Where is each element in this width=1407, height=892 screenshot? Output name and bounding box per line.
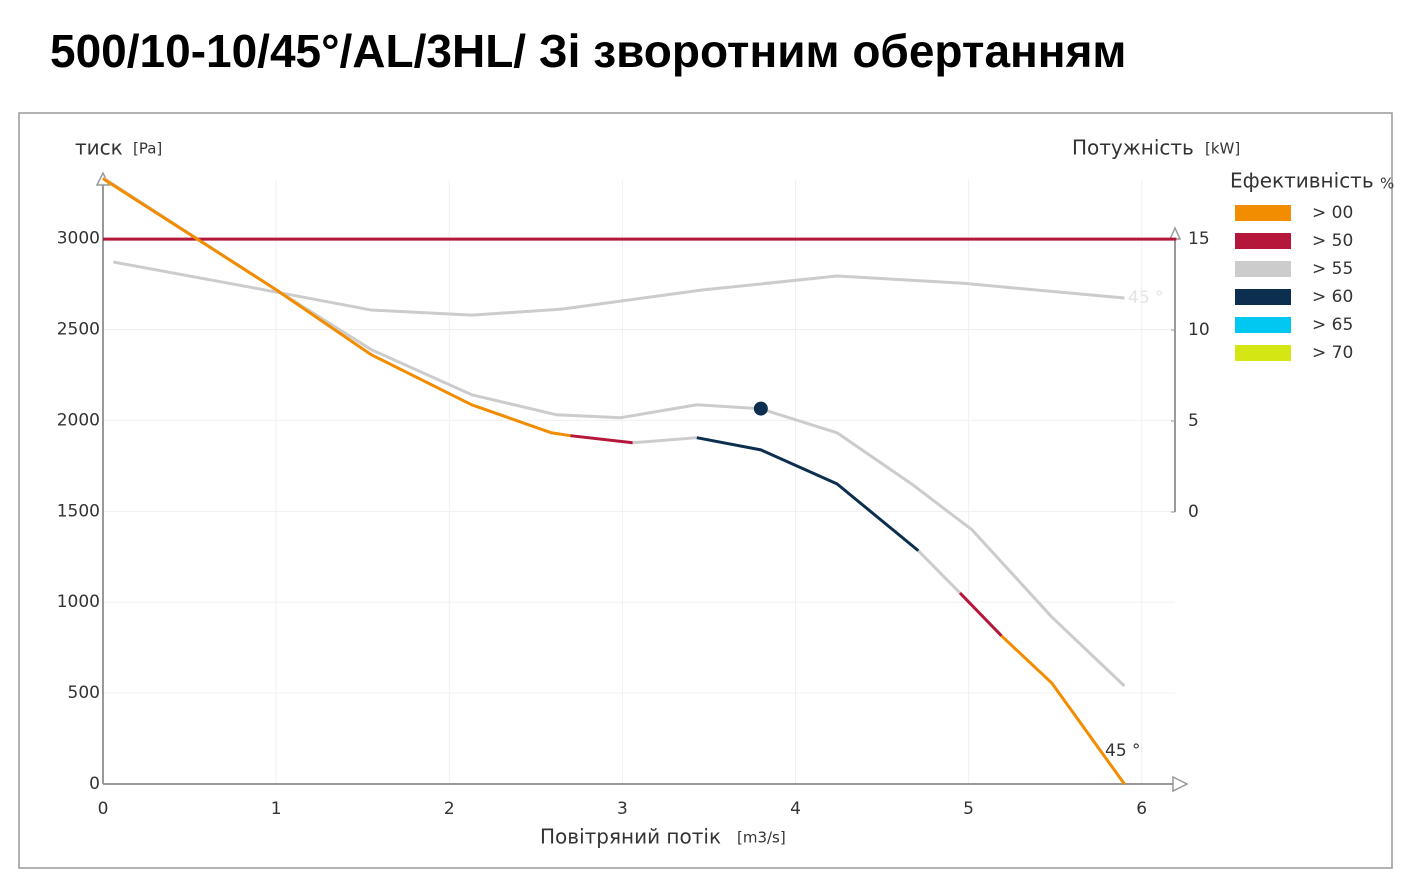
series-line [570, 434, 633, 445]
legend-label: > 50 [1312, 231, 1353, 251]
series-line [1000, 634, 1126, 785]
legend-swatch [1235, 205, 1291, 221]
y2-axis-unit: [kW] [1205, 140, 1240, 158]
series-line [696, 436, 920, 552]
x-tick-label: 5 [963, 799, 974, 819]
y2-tick-label: 10 [1188, 320, 1210, 340]
series-line [632, 436, 697, 445]
chart-title: 500/10-10/45°/AL/3HL/ Зі зворотним оберт… [50, 25, 1126, 77]
x-tick-label: 6 [1136, 799, 1147, 819]
y-tick-label: 3000 [57, 229, 100, 249]
annotation: 45 ° [1105, 741, 1141, 761]
legend-swatch [1235, 289, 1291, 305]
x-axis-unit: [m3/s] [737, 829, 786, 847]
legend-title: Ефективність [1230, 169, 1374, 193]
operating-point [753, 401, 768, 416]
series-line [113, 260, 1125, 317]
y2-tick-label: 5 [1188, 411, 1199, 431]
x-tick-label: 0 [98, 799, 109, 819]
y-tick-label: 1000 [57, 592, 100, 612]
annotation: 45 ° [1128, 288, 1164, 308]
legend-swatch [1235, 233, 1291, 249]
x-tick-label: 2 [444, 799, 455, 819]
y2-tick-label: 0 [1188, 502, 1199, 522]
series-line [102, 176, 1126, 688]
y-axis-label: тиск [75, 136, 123, 160]
y-tick-label: 2000 [57, 410, 100, 430]
y2-axis-arrow [1168, 226, 1182, 240]
legend-swatch [1235, 317, 1291, 333]
x-axis-label: Повітряний потік [540, 825, 721, 849]
series-line [917, 549, 962, 594]
x-axis-arrow [1172, 775, 1189, 793]
y-tick-label: 2500 [57, 320, 100, 340]
x-tick-label: 4 [790, 799, 801, 819]
legend-label: > 00 [1312, 203, 1353, 223]
legend-label: > 55 [1312, 259, 1353, 279]
y-axis-unit: [Pa] [133, 140, 162, 158]
series-line [102, 177, 571, 438]
legend-label: > 70 [1312, 343, 1353, 363]
y-tick-label: 500 [68, 683, 100, 703]
legend-swatch [1235, 261, 1291, 277]
y-tick-label: 0 [89, 774, 100, 794]
legend-swatch [1235, 345, 1291, 361]
y2-axis-label: Потужність [1072, 136, 1194, 160]
legend-label: > 60 [1312, 287, 1353, 307]
x-tick-label: 1 [271, 799, 282, 819]
x-tick-label: 3 [617, 799, 628, 819]
y2-tick-label: 15 [1188, 229, 1210, 249]
legend-unit: % [1380, 175, 1394, 193]
y-tick-label: 1500 [57, 501, 100, 521]
chart-frame [18, 112, 1393, 869]
series-line [958, 591, 1003, 637]
legend-label: > 65 [1312, 315, 1353, 335]
